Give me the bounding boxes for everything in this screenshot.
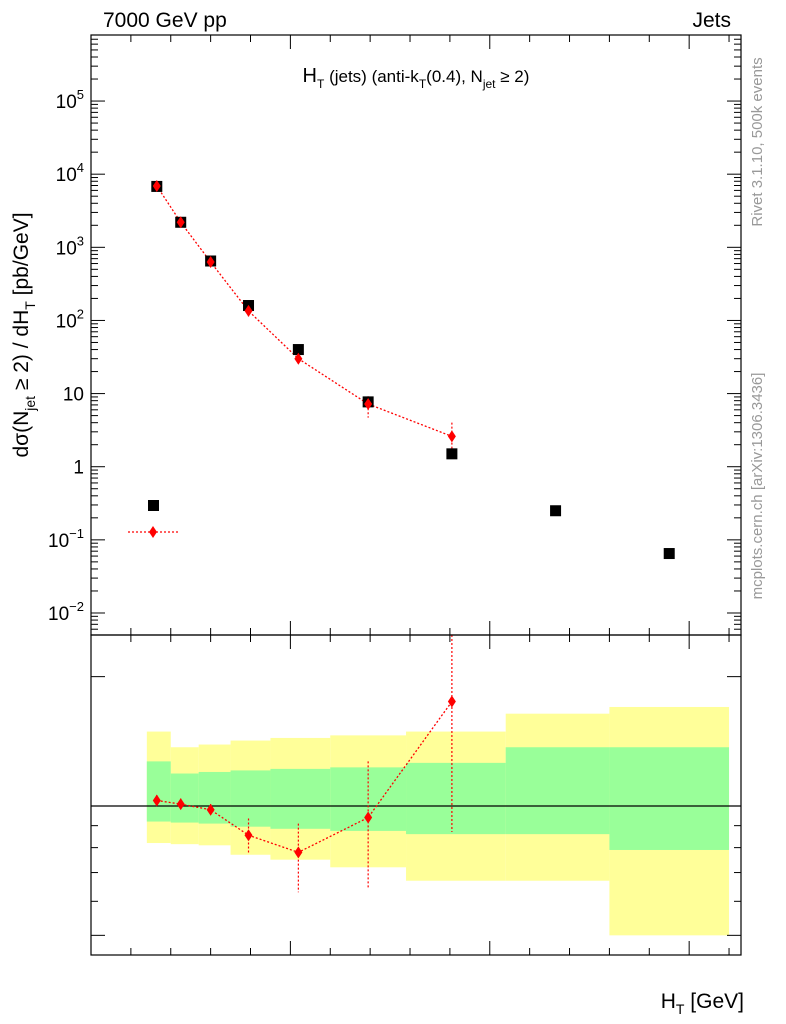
title-subscript: T [419, 77, 427, 91]
y-tick-base: 1 [73, 458, 84, 479]
y-tick-exponent: −2 [69, 599, 84, 614]
ratio-frame [90, 634, 742, 956]
y-tick-base: 10 [63, 385, 84, 406]
ratio-sherpa-point [176, 798, 185, 811]
main-y-tick-label: 10−2 [48, 599, 84, 625]
main-y-tick-label: 1 [73, 458, 84, 479]
main-title: HT (jets) (anti-kT(0.4), Njet ≥ 2) [303, 65, 530, 91]
main-y-tick-label: 105 [56, 87, 84, 113]
atlas-point [550, 505, 562, 517]
main-y-tick-label: 103 [56, 233, 84, 259]
y-label-text: dσ(N [10, 411, 33, 458]
main-y-tick-label: 102 [56, 306, 84, 332]
x-label-text: [GeV] [684, 990, 744, 1013]
ratio-panel: HT [GeV] [90, 634, 744, 1017]
y-label-text: ≥ 2) / dH [10, 310, 33, 396]
sherpa-point [364, 398, 373, 411]
y-tick-base: 10 [48, 604, 69, 625]
sherpa-point [152, 179, 161, 192]
y-label-text: [pb/GeV] [10, 212, 33, 301]
ratio-sherpa-point [244, 829, 253, 842]
uncertainty-band-inner [609, 747, 730, 850]
title-text: ≥ 2) [496, 67, 530, 86]
legend-atlas-marker [148, 500, 159, 511]
main-y-axis-label: dσ(Njet ≥ 2) / dHT [pb/GeV] [10, 212, 38, 457]
side-label-rivet: Rivet 3.1.10, 500k events [749, 57, 766, 226]
y-tick-base: 10 [56, 238, 77, 259]
y-tick-exponent: 2 [77, 306, 84, 321]
sherpa-point [294, 352, 303, 365]
ratio-sherpa-point [364, 811, 373, 824]
ratio-sherpa-point [152, 794, 161, 807]
y-label-subscript: T [22, 301, 38, 310]
atlas-point [663, 548, 675, 560]
y-tick-exponent: −1 [69, 526, 84, 541]
uncertainty-band-inner [270, 768, 331, 829]
y-tick-exponent: 5 [77, 87, 84, 102]
atlas-point [292, 344, 304, 356]
main-y-tick-label: 104 [56, 160, 84, 186]
y-tick-base: 10 [56, 165, 77, 186]
uncertainty-band-inner [406, 762, 506, 835]
sherpa-point [176, 216, 185, 229]
side-label-mcplots: mcplots.cern.ch [arXiv:1306.3436] [749, 373, 766, 600]
header-right: Jets [692, 9, 731, 32]
uncertainty-band-inner [198, 771, 231, 824]
sherpa-point [244, 304, 253, 317]
uncertainty-band-inner [505, 747, 610, 835]
ratio-sherpa-point [447, 695, 456, 708]
y-tick-base: 10 [56, 311, 77, 332]
main-panel: HT (jets) (anti-kT(0.4), Njet ≥ 2)dσ(Nje… [10, 34, 742, 636]
sherpa-point [447, 430, 456, 443]
x-label-text: H [661, 990, 676, 1013]
main-y-tick-label: 10−1 [48, 526, 84, 552]
title-subscript: jet [482, 77, 496, 91]
title-subscript: T [317, 77, 325, 91]
y-tick-exponent: 3 [77, 233, 84, 248]
y-tick-exponent: 4 [77, 160, 84, 175]
sherpa-point [206, 255, 215, 268]
title-text: H [303, 65, 317, 87]
title-text: (jets) (anti-k [324, 67, 419, 86]
ratio-sherpa-point [294, 846, 303, 859]
atlas-point [446, 448, 458, 460]
uncertainty-band-inner [230, 770, 271, 827]
uncertainty-band-inner [146, 761, 171, 822]
y-label-subscript: jet [22, 396, 38, 412]
sherpa-line [156, 185, 453, 437]
main-y-tick-label: 10 [63, 385, 84, 406]
x-axis-label: HT [GeV] [661, 990, 744, 1017]
y-tick-base: 10 [56, 92, 77, 113]
ratio-sherpa-point [206, 803, 215, 816]
main-frame [90, 34, 742, 636]
y-tick-base: 10 [48, 531, 69, 552]
header-left: 7000 GeV pp [103, 9, 227, 32]
legend-sherpa-marker [149, 526, 157, 538]
x-label-subscript: T [676, 1001, 685, 1017]
uncertainty-band-inner [170, 773, 199, 823]
title-text: (0.4), N [426, 67, 483, 86]
